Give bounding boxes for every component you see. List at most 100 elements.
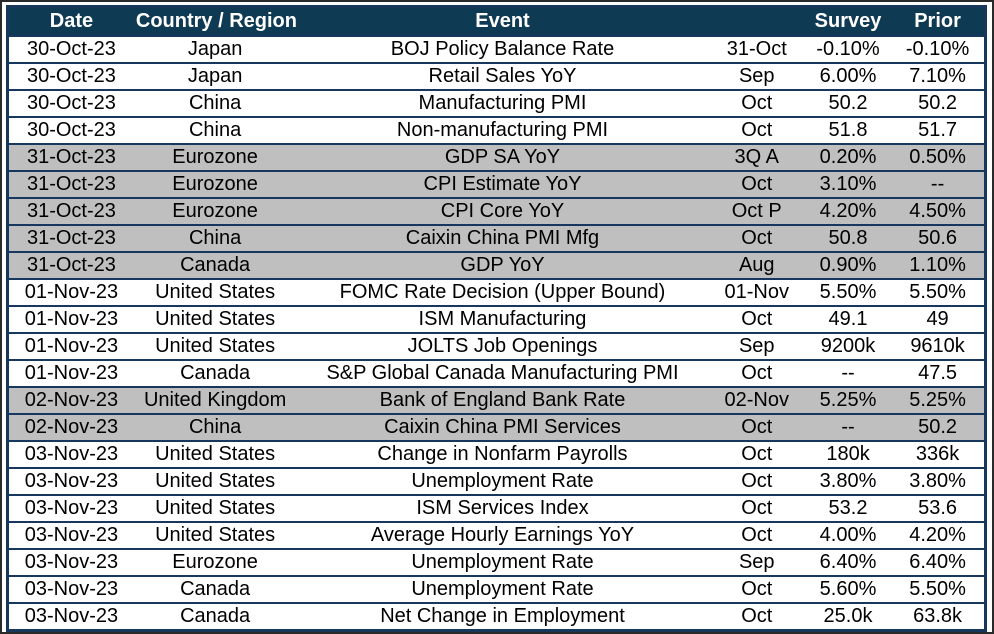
cell-country: China [133,413,297,441]
cell-country: Eurozone [133,548,297,576]
cell-survey: 6.00% [804,62,892,90]
cell-period: Oct [708,413,805,441]
cell-date: 03-Nov-23 [7,548,134,576]
table-row: 31-Oct-23 Canada GDP YoY Aug 0.90% 1.10% [7,251,986,279]
table-row: 02-Nov-23 United Kingdom Bank of England B… [7,386,986,414]
table-row: 01-Nov-23 United States JOLTS Job Openings… [7,332,986,360]
cell-event: FOMC Rate Decision (Upper Bound) [296,278,709,306]
cell-event: ISM Services Index [296,494,709,522]
column-header-country: Country / Region [133,5,297,36]
cell-prior: 4.20% [891,521,986,549]
cell-date: 01-Nov-23 [7,359,134,387]
cell-survey: 4.20% [804,197,892,225]
cell-country: Japan [133,35,297,63]
cell-prior: 47.5 [891,359,986,387]
cell-event: GDP YoY [296,251,709,279]
cell-prior: 336k [891,440,986,468]
cell-country: United States [133,440,297,468]
cell-prior: 7.10% [891,62,986,90]
cell-survey: 5.60% [804,575,892,603]
cell-country: Canada [133,575,297,603]
cell-period: Aug [708,251,805,279]
cell-period: Oct [708,89,805,117]
cell-prior: 53.6 [891,494,986,522]
table-row: 01-Nov-23 United States FOMC Rate Decision… [7,278,986,306]
cell-event: Caixin China PMI Services [296,413,709,441]
cell-prior: 51.7 [891,116,986,144]
cell-survey: 50.8 [804,224,892,252]
cell-event: Change in Nonfarm Payrolls [296,440,709,468]
table-row: 03-Nov-23 United States Average Hourly Ear… [7,521,986,549]
table-row: 01-Nov-23 Canada S&P Global Canada Manufac… [7,359,986,387]
cell-date: 30-Oct-23 [7,35,134,63]
cell-prior: -- [891,170,986,198]
cell-survey: 0.20% [804,143,892,171]
table-row: 03-Nov-23 Canada Unemployment Rate Oct 5.60%… [7,575,986,603]
cell-country: United States [133,278,297,306]
cell-prior: 5.50% [891,575,986,603]
cell-period: 3Q A [708,143,805,171]
cell-period: Oct [708,305,805,333]
cell-date: 01-Nov-23 [7,332,134,360]
table-row: 30-Oct-23 Japan BOJ Policy Balance Rate 31-… [7,35,986,63]
cell-period: Sep [708,62,805,90]
cell-date: 01-Nov-23 [7,305,134,333]
cell-period: Oct [708,224,805,252]
column-header-event: Event [296,5,709,36]
cell-period: Oct [708,170,805,198]
table-row: 03-Nov-23 Eurozone Unemployment Rate Sep 6.4… [7,548,986,576]
cell-event: Unemployment Rate [296,467,709,495]
cell-prior: 50.6 [891,224,986,252]
cell-prior: 6.40% [891,548,986,576]
cell-period: Oct [708,521,805,549]
cell-survey: 3.80% [804,467,892,495]
cell-event: Unemployment Rate [296,548,709,576]
cell-period: Oct [708,440,805,468]
cell-survey: -- [804,413,892,441]
table-row: 03-Nov-23 United States ISM Services Index… [7,494,986,522]
cell-period: 01-Nov [708,278,805,306]
economic-calendar-table: Date Country / Region Event Survey Prior… [6,5,987,632]
cell-period: Oct [708,359,805,387]
cell-country: United States [133,494,297,522]
table-row: 31-Oct-23 Eurozone CPI Core YoY Oct P 4.20% 4… [7,197,986,225]
cell-date: 31-Oct-23 [7,197,134,225]
table-row: 31-Oct-23 Eurozone GDP SA YoY 3Q A 0.20% 0.50… [7,143,986,171]
cell-prior: 5.50% [891,278,986,306]
column-header-survey: Survey [804,5,892,36]
cell-survey: 49.1 [804,305,892,333]
cell-prior: 63.8k [891,602,986,631]
cell-survey: 5.50% [804,278,892,306]
cell-date: 03-Nov-23 [7,494,134,522]
cell-country: Eurozone [133,143,297,171]
cell-date: 31-Oct-23 [7,143,134,171]
cell-survey: 53.2 [804,494,892,522]
cell-date: 03-Nov-23 [7,467,134,495]
cell-country: China [133,89,297,117]
cell-event: ISM Manufacturing [296,305,709,333]
cell-event: GDP SA YoY [296,143,709,171]
cell-event: Bank of England Bank Rate [296,386,709,414]
cell-period: Oct [708,467,805,495]
cell-event: Caixin China PMI Mfg [296,224,709,252]
cell-survey: 4.00% [804,521,892,549]
table-row: 02-Nov-23 China Caixin China PMI Services O… [7,413,986,441]
cell-date: 30-Oct-23 [7,89,134,117]
cell-date: 02-Nov-23 [7,413,134,441]
header-row: Date Country / Region Event Survey Prior [7,5,986,36]
column-header-date: Date [7,5,134,36]
cell-prior: 50.2 [891,89,986,117]
table-row: 30-Oct-23 China Manufacturing PMI Oct 50.2 50… [7,89,986,117]
cell-survey: 0.90% [804,251,892,279]
cell-event: Retail Sales YoY [296,62,709,90]
cell-date: 31-Oct-23 [7,170,134,198]
table-row: 03-Nov-23 United States Change in Nonfarm … [7,440,986,468]
cell-period: Sep [708,548,805,576]
cell-prior: 9610k [891,332,986,360]
cell-period: Oct P [708,197,805,225]
cell-country: Eurozone [133,197,297,225]
cell-event: BOJ Policy Balance Rate [296,35,709,63]
cell-date: 03-Nov-23 [7,575,134,603]
cell-survey: 6.40% [804,548,892,576]
